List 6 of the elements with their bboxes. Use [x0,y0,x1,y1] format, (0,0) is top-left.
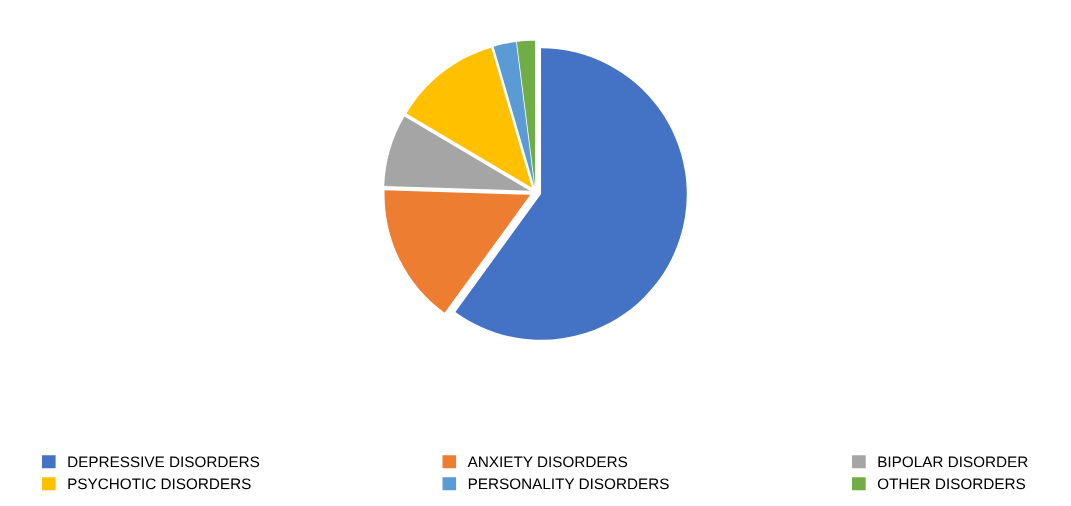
legend-label: DEPRESSIVE DISORDERS [68,456,260,468]
legend-label: PERSONALITY DISORDERS [468,478,669,490]
legend-label: ANXIETY DISORDERS [467,456,628,468]
legend-label: PSYCHOTIC DISORDERS [68,478,251,490]
legend-label: OTHER DISORDERS [877,478,1026,490]
legend-label: BIPOLAR DISORDER [878,456,1028,468]
